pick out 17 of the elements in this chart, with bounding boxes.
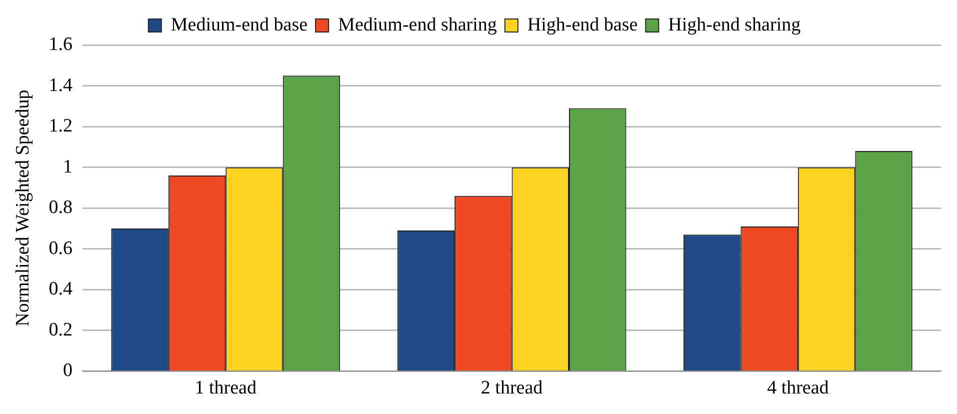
y-tick-label: 0 <box>63 360 73 382</box>
legend-label: High-end base <box>527 14 638 36</box>
y-tick-label: 0.6 <box>48 238 73 259</box>
x-tick-label: 2 thread <box>480 378 544 399</box>
y-tick-label: 1 <box>63 156 73 178</box>
y-tick-label: 0.4 <box>48 278 74 300</box>
y-tick-label: 0.2 <box>48 319 73 340</box>
x-tick-label: 4 thread <box>767 378 830 399</box>
y-tick-label: 1.2 <box>48 116 73 137</box>
y-axis-title: Normalized Weighted Speedup <box>12 90 34 326</box>
x-tick-label: 1 thread <box>194 378 257 399</box>
legend-label: High-end sharing <box>668 14 802 36</box>
legend-label: Medium-end base <box>170 14 308 36</box>
legend-label: Medium-end sharing <box>338 14 498 36</box>
y-tick-label: 1.4 <box>48 74 74 96</box>
y-tick-label: 1.6 <box>48 34 73 55</box>
y-tick-label: 0.8 <box>48 197 73 218</box>
